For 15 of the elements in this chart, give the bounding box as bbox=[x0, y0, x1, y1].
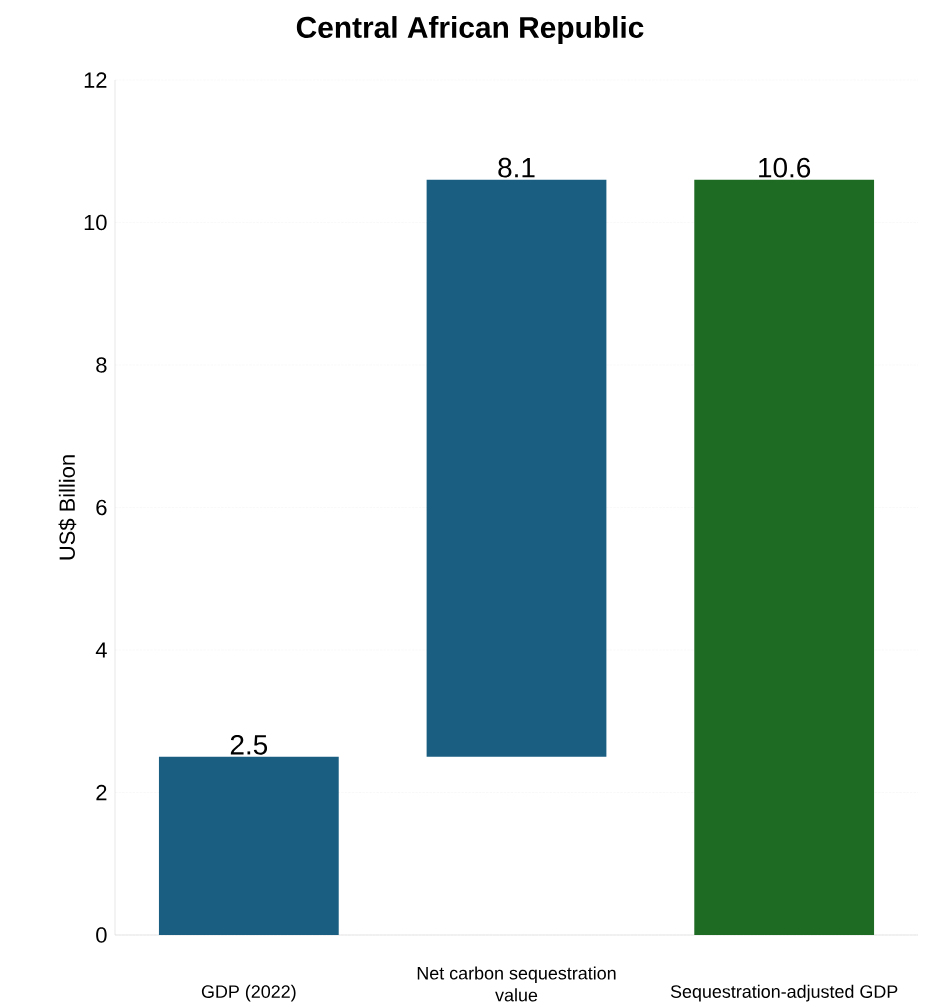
x-tick-label: Net carbon sequestration value bbox=[417, 966, 616, 1002]
y-tick-label: 8 bbox=[96, 357, 107, 373]
chart-title: Central African Republic bbox=[296, 16, 644, 44]
data-label: 10.6 bbox=[759, 157, 811, 178]
y-tick-label: 4 bbox=[95, 642, 107, 658]
y-tick-label: 10 bbox=[84, 214, 107, 231]
y-tick-label: 6 bbox=[96, 499, 107, 516]
y-tick-label: 2 bbox=[96, 784, 107, 801]
data-label: 2.5 bbox=[230, 734, 268, 755]
y-tick-label: 12 bbox=[84, 72, 107, 88]
data-label: 8.1 bbox=[498, 157, 535, 178]
x-tick-label: GDP (2022) bbox=[201, 984, 296, 1002]
y-tick-label: 0 bbox=[96, 927, 107, 943]
x-tick-label: Sequestration-adjusted GDP bbox=[670, 984, 898, 1002]
y-axis-title: US$ Billion bbox=[58, 455, 77, 560]
